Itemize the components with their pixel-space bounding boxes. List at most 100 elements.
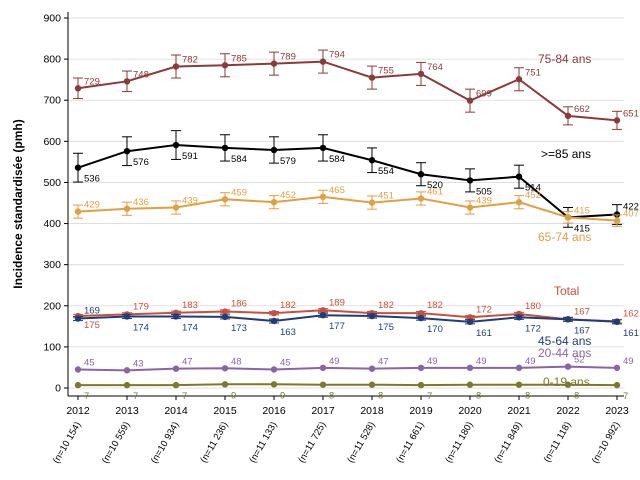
series-name-label: 20-44 ans bbox=[538, 346, 591, 360]
data-label: 177 bbox=[329, 321, 345, 332]
data-label: 415 bbox=[574, 205, 590, 216]
data-label: 167 bbox=[574, 306, 590, 317]
data-label: 162 bbox=[623, 308, 639, 319]
y-tick-label: 300 bbox=[43, 259, 61, 271]
data-label: 505 bbox=[476, 186, 492, 197]
data-label: 47 bbox=[182, 357, 193, 368]
y-gridlines bbox=[68, 17, 624, 389]
series-line bbox=[77, 60, 618, 122]
x-tick-label: 2018 bbox=[360, 405, 384, 417]
data-label: 163 bbox=[280, 327, 296, 338]
data-label: 182 bbox=[280, 300, 296, 311]
data-point bbox=[613, 217, 621, 224]
x-tick-label: 2014 bbox=[164, 405, 188, 417]
data-label: 174 bbox=[182, 322, 198, 333]
data-label: 591 bbox=[182, 151, 198, 162]
data-label: 8 bbox=[525, 391, 530, 402]
y-tick-label: 700 bbox=[43, 95, 61, 107]
data-label: 662 bbox=[574, 104, 590, 115]
data-point bbox=[172, 204, 180, 211]
data-label: 584 bbox=[329, 154, 345, 165]
data-label: 48 bbox=[231, 356, 242, 367]
series-85-ans bbox=[73, 130, 622, 228]
series-name-label: Total bbox=[554, 284, 579, 298]
data-label: 47 bbox=[378, 357, 389, 368]
data-point bbox=[172, 313, 180, 320]
series-name-label: 65-74 ans bbox=[538, 230, 591, 244]
data-point bbox=[613, 318, 621, 326]
data-label: 451 bbox=[378, 191, 394, 202]
data-point bbox=[74, 85, 82, 92]
data-point bbox=[270, 366, 278, 373]
data-label: 45 bbox=[280, 358, 291, 369]
n-count-label: (n=10 154) bbox=[51, 420, 84, 466]
data-point bbox=[221, 308, 229, 315]
data-point bbox=[172, 63, 180, 70]
data-label: 699 bbox=[476, 89, 492, 100]
data-point bbox=[270, 309, 278, 317]
data-point bbox=[417, 381, 425, 389]
data-label: 49 bbox=[623, 356, 634, 367]
n-count-label: (n=10 559) bbox=[100, 420, 133, 466]
data-label: 764 bbox=[427, 62, 443, 73]
data-point bbox=[564, 112, 572, 120]
data-point bbox=[319, 364, 327, 372]
data-label: 9 bbox=[280, 390, 285, 401]
x-tick-label: 2023 bbox=[605, 405, 629, 417]
data-label: 439 bbox=[476, 196, 492, 207]
data-label: 8 bbox=[378, 391, 383, 402]
data-label: 536 bbox=[84, 174, 100, 185]
data-label: 8 bbox=[574, 391, 579, 402]
data-label: 8 bbox=[329, 391, 334, 402]
data-point bbox=[466, 364, 474, 372]
x-tick-label: 2022 bbox=[556, 405, 580, 417]
data-label: 9 bbox=[231, 390, 236, 401]
n-count-label: (n=10 934) bbox=[149, 420, 182, 466]
data-label: 7 bbox=[133, 391, 138, 402]
data-point bbox=[221, 62, 229, 69]
series-0-19-ans bbox=[74, 381, 621, 389]
data-label: 49 bbox=[476, 356, 487, 367]
data-label: 7 bbox=[427, 391, 432, 402]
data-point bbox=[319, 381, 327, 388]
data-label: 465 bbox=[329, 185, 345, 196]
data-label: 755 bbox=[378, 66, 394, 77]
data-point bbox=[74, 315, 82, 322]
series-lines bbox=[73, 49, 622, 389]
data-label: 584 bbox=[231, 154, 247, 165]
data-point bbox=[466, 314, 474, 321]
data-point bbox=[270, 146, 278, 154]
x-tick-label: 2020 bbox=[458, 405, 482, 417]
data-label: 169 bbox=[84, 306, 100, 317]
data-label: 782 bbox=[182, 55, 198, 66]
n-count-label: (n=10 992) bbox=[590, 420, 623, 466]
data-point bbox=[172, 381, 180, 389]
data-point bbox=[74, 208, 82, 215]
data-label: 43 bbox=[133, 358, 144, 369]
data-point bbox=[515, 173, 523, 180]
data-label: 459 bbox=[231, 187, 247, 198]
x-tick-label: 2015 bbox=[213, 405, 237, 417]
data-point bbox=[221, 144, 229, 152]
series-75-84-ans bbox=[73, 49, 622, 130]
data-point bbox=[466, 204, 474, 211]
data-label: 8 bbox=[476, 391, 481, 402]
data-point bbox=[172, 141, 180, 149]
data-point bbox=[564, 214, 572, 221]
data-point bbox=[221, 196, 229, 203]
series-line bbox=[77, 195, 618, 222]
y-tick-label: 800 bbox=[43, 54, 61, 66]
x-tick-label: 2012 bbox=[66, 405, 90, 417]
series-name-label: 0-19 ans bbox=[543, 375, 590, 389]
data-point bbox=[123, 367, 131, 374]
data-point bbox=[515, 314, 523, 321]
data-label: 452 bbox=[280, 190, 296, 201]
data-point bbox=[123, 148, 131, 155]
data-label: 170 bbox=[427, 324, 443, 335]
data-label: 172 bbox=[476, 304, 492, 315]
data-point bbox=[515, 381, 523, 388]
x-ticks: 2012 (n=10 154) 2013 (n=10 559) 2014 (n=10 93… bbox=[51, 396, 629, 466]
y-tick-label: 400 bbox=[43, 218, 61, 230]
